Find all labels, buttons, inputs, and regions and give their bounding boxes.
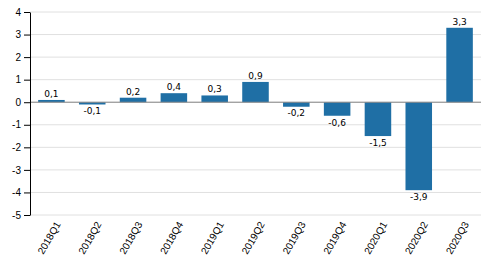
grid-line: [30, 12, 481, 13]
x-tick-label: 2019Q3: [280, 219, 308, 256]
x-tick: 2018Q1: [35, 219, 63, 256]
y-tick: 0: [15, 97, 30, 108]
x-tick: 2019Q3: [280, 219, 308, 256]
y-tick: -5: [12, 210, 30, 221]
data-label: -0,6: [328, 118, 346, 128]
bar: [201, 95, 228, 102]
bar: [324, 102, 351, 116]
x-tick-label: 2018Q4: [158, 219, 186, 256]
y-tick-label: -2: [12, 142, 21, 153]
y-tick-mark: [24, 215, 30, 216]
y-tick-mark: [24, 80, 30, 81]
x-tick-label: 2020Q1: [362, 219, 390, 256]
x-tick-label: 2020Q2: [403, 219, 431, 256]
x-tick-label: 2018Q1: [35, 219, 63, 256]
x-tick-label: 2019Q4: [321, 219, 349, 256]
x-tick: 2019Q1: [199, 219, 227, 256]
grid-line: [30, 57, 481, 58]
y-tick-label: 0: [15, 97, 21, 108]
data-label: 0,3: [208, 84, 222, 94]
y-tick: -3: [12, 165, 30, 176]
y-tick-label: -1: [12, 119, 21, 130]
y-tick-label: 3: [15, 29, 21, 40]
y-tick: 1: [15, 74, 30, 85]
data-label: 0,9: [248, 71, 263, 81]
x-tick-label: 2019Q2: [240, 219, 268, 256]
y-tick-label: 2: [15, 52, 21, 63]
x-tick-label: 2020Q3: [444, 219, 472, 256]
y-tick-mark: [24, 125, 30, 126]
y-tick-mark: [24, 102, 30, 103]
x-tick: 2019Q2: [240, 219, 268, 256]
data-label: 0,4: [167, 82, 182, 92]
y-tick-mark: [24, 147, 30, 148]
bar: [161, 93, 188, 102]
data-label: 0,1: [44, 89, 58, 99]
x-tick-label: 2018Q2: [76, 219, 104, 256]
y-tick: -1: [12, 119, 30, 130]
y-tick: -4: [12, 187, 30, 198]
bar: [242, 82, 269, 102]
grid-line: [30, 215, 481, 216]
data-label: -0,1: [83, 106, 101, 116]
y-tick-mark: [24, 12, 30, 13]
y-tick: 3: [15, 29, 30, 40]
y-axis-line: [30, 13, 31, 216]
x-tick: 2020Q3: [444, 219, 472, 256]
data-label: -0,2: [288, 108, 306, 118]
y-tick: 4: [15, 7, 30, 18]
y-axis: -5 -4 -3 -2 -1 0 1 2 3 4: [12, 7, 30, 221]
zero-line: [30, 102, 481, 103]
chart: -5-4-3-2-1012342018Q12018Q22018Q32018Q42…: [0, 0, 491, 265]
data-label: 0,2: [126, 87, 140, 97]
bar: [120, 98, 147, 103]
y-tick-mark: [24, 170, 30, 171]
y-tick-mark: [24, 35, 30, 36]
bar: [365, 102, 392, 136]
data-labels: 0,1 -0,1 0,2 0,4 0,3 0,9 -0,2 -0,6 -1,5 -3,9 3,3: [44, 17, 466, 202]
grid-line: [30, 34, 481, 35]
y-tick-label: 1: [15, 74, 21, 85]
y-tick-mark: [24, 192, 30, 193]
y-tick: -2: [12, 142, 30, 153]
x-tick: 2020Q1: [362, 219, 390, 256]
x-tick: 2020Q2: [403, 219, 431, 256]
x-tick: 2018Q2: [76, 219, 104, 256]
grid: [30, 12, 481, 215]
bar: [283, 102, 310, 107]
plot: -5-4-3-2-1012342018Q12018Q22018Q32018Q42…: [12, 7, 481, 256]
data-label: 3,3: [452, 17, 466, 27]
y-tick-label: -4: [12, 187, 21, 198]
data-label: -3,9: [410, 192, 428, 202]
x-tick: 2018Q4: [158, 219, 186, 256]
bar: [405, 102, 432, 190]
data-label: -1,5: [369, 138, 387, 148]
grid-line: [30, 102, 481, 103]
y-tick-label: -3: [12, 165, 21, 176]
bar: [446, 28, 473, 102]
x-tick-label: 2018Q3: [117, 219, 145, 256]
x-tick-label: 2019Q1: [199, 219, 227, 256]
y-tick: 2: [15, 52, 30, 63]
y-tick-label: 4: [15, 7, 21, 18]
x-tick: 2019Q4: [321, 219, 349, 256]
x-axis: 2018Q1 2018Q2 2018Q3 2018Q4 2019Q1 2019Q2 2019…: [35, 219, 471, 256]
bars: [38, 28, 473, 190]
y-tick-mark: [24, 57, 30, 58]
y-tick-label: -5: [12, 210, 21, 221]
x-tick: 2018Q3: [117, 219, 145, 256]
